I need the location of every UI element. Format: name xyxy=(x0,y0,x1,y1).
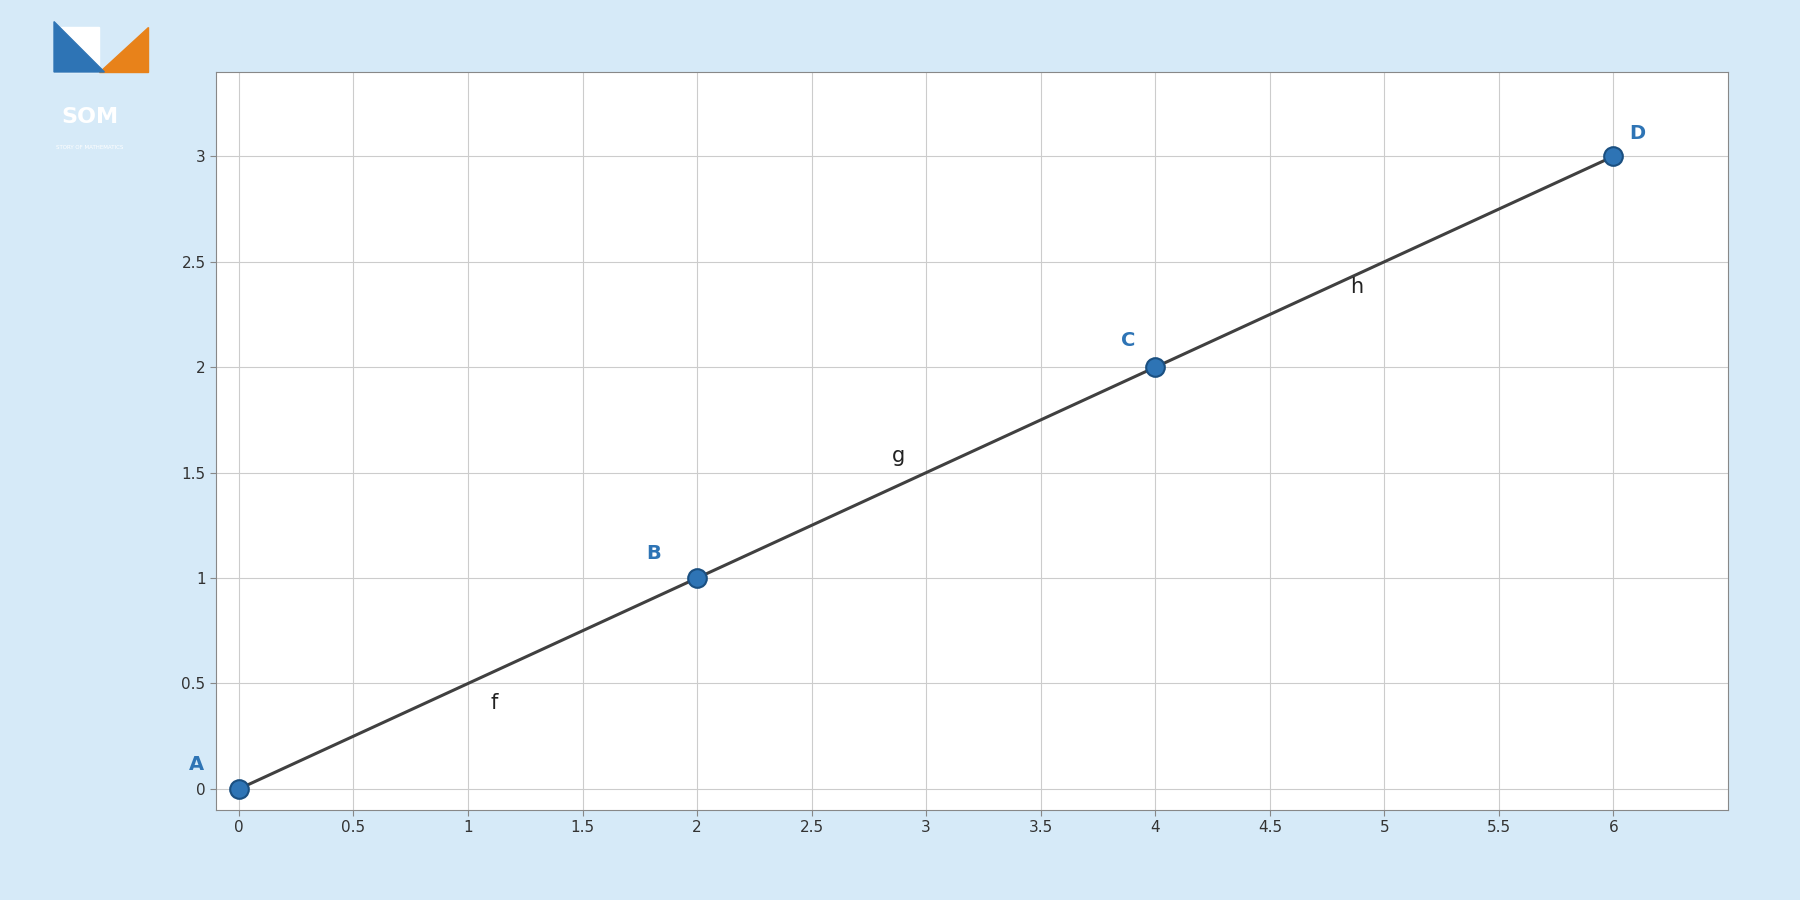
Polygon shape xyxy=(54,22,104,72)
Polygon shape xyxy=(54,27,99,72)
Text: STORY OF MATHEMATICS: STORY OF MATHEMATICS xyxy=(56,145,124,150)
Text: SOM: SOM xyxy=(61,107,119,127)
Polygon shape xyxy=(99,27,148,72)
Point xyxy=(1141,360,1170,374)
Text: A: A xyxy=(189,755,203,774)
Text: f: f xyxy=(491,693,499,713)
Text: C: C xyxy=(1121,331,1136,350)
Text: g: g xyxy=(891,446,905,466)
Text: h: h xyxy=(1350,277,1363,297)
Point xyxy=(225,782,254,796)
Text: B: B xyxy=(646,544,661,563)
Text: D: D xyxy=(1629,124,1645,143)
Point xyxy=(1598,149,1627,164)
Point xyxy=(682,571,711,585)
